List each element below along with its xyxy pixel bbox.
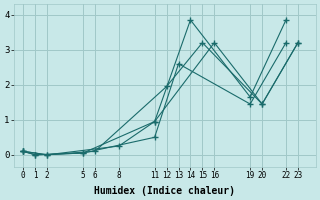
X-axis label: Humidex (Indice chaleur): Humidex (Indice chaleur) [94, 186, 235, 196]
